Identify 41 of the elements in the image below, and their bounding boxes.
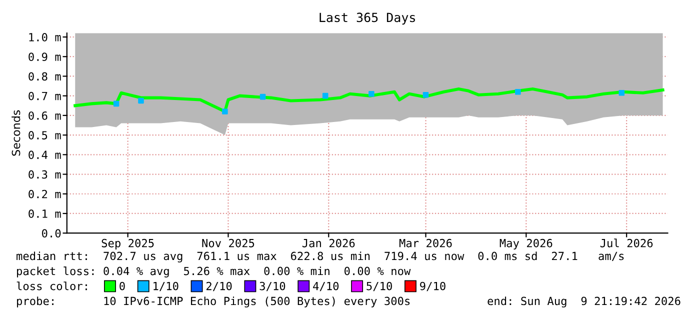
y-tick-label: 0.8 m (28, 72, 61, 81)
y-tick-label: 0.2 m (28, 190, 61, 198)
point (113, 100, 120, 107)
legend-label: 1/10 (154, 282, 178, 292)
legend-label: 4/10 (313, 282, 339, 292)
text: probe: 10 IPv6-ICMP Echo Pings (500 Bytes) every 300s (17, 296, 410, 308)
point (260, 94, 266, 100)
text: end: Sun Aug 9 21:19:42 2026 (488, 296, 680, 308)
legend-label: 3/10 (260, 282, 286, 292)
legend-label: 5/10 (366, 282, 392, 292)
y-tick-label: 0.9 m (28, 52, 61, 62)
legend-label: 0 (120, 282, 125, 290)
point (368, 90, 374, 97)
x-tick-label: Jan 2026 (302, 238, 355, 248)
y-tick-label: 0.3 m (28, 170, 61, 179)
point (618, 90, 625, 96)
legend-label: 9/10 (420, 282, 446, 292)
text: median rtt: 702.7 us avg 761.1 us max 622.8 us min 719.4 us now 0.0 ms sd 27.1 am/s (16, 252, 624, 262)
x-tick-label: Nov 2025 (202, 238, 254, 248)
y-tick-label: 0.4 m (28, 150, 61, 160)
y-tick-label: 1.0 m (29, 33, 61, 42)
point (422, 92, 429, 98)
y-tick-label: 0.7 m (28, 92, 61, 100)
x-tick-label: May 2026 (500, 238, 552, 250)
point (222, 108, 228, 114)
y-tick-label: 0.0 (42, 229, 61, 238)
y-tick-label: 0.1 m (28, 209, 61, 218)
line-series (74, 87, 664, 114)
chart-title: Last 365 Days (320, 12, 415, 25)
point (515, 89, 521, 95)
point (138, 98, 144, 104)
y-tick-label: 0.5 m (28, 131, 61, 140)
y-axis-title: Seconds (12, 110, 20, 156)
legend-label: 2/10 (206, 282, 232, 292)
text: loss color: (16, 282, 87, 290)
x-tick-label: Sep 2025 (102, 238, 154, 250)
y-tick-label: 0.6 m (28, 111, 61, 120)
x-tick-label: Mar 2026 (399, 238, 452, 248)
point (322, 92, 328, 99)
x-tick-label: Jul 2026 (600, 238, 653, 248)
text: packet loss: 0.04 % avg 5.26 % max 0.00 % min 0.00 % now (17, 266, 411, 278)
